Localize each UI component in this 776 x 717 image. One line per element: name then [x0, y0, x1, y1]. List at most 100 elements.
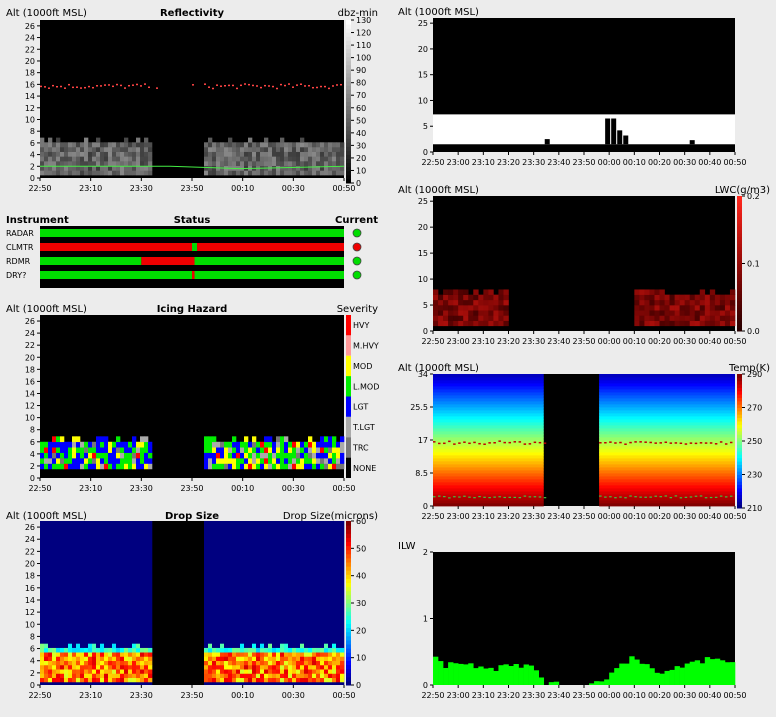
icing-xtick-label: 00:50	[332, 484, 355, 493]
dropsize-cell	[244, 647, 249, 653]
dropsize-cell	[292, 673, 297, 679]
cloudmask-spike	[617, 130, 623, 145]
dropsize-cbar-cell	[346, 582, 351, 588]
reflectivity-cbar-cell	[346, 32, 351, 37]
lwc-cell	[433, 294, 439, 301]
dropsize-cell	[232, 664, 237, 670]
lwc-cell	[493, 305, 499, 311]
dropsize-ytick-label: 14	[25, 596, 35, 605]
lwc-cbar-cell	[737, 253, 742, 258]
temp-cell	[433, 404, 544, 408]
dropsize-background-cell	[264, 521, 269, 685]
reflectivity-cell	[76, 161, 81, 167]
icing-cell	[300, 463, 305, 470]
lwc-xtick-label: 00:00	[598, 337, 621, 346]
dropsize-xaxis: 22:50 23:10 23:30 23:50 00:10 00:30 00:50	[28, 685, 356, 700]
dropsize-background-cell	[56, 521, 61, 685]
lwc-cell	[729, 294, 736, 301]
reflectivity-cell	[228, 137, 233, 143]
lwc-cbar-cell	[737, 239, 742, 244]
icing-ytick-label: 22	[25, 341, 35, 350]
lwc-cbar-cell	[737, 209, 742, 214]
reflectivity-cell	[292, 156, 297, 162]
reflectivity-cell	[288, 165, 293, 171]
ilw-bar	[644, 664, 650, 685]
dropsize-cell	[148, 652, 153, 657]
dropsize-cell	[336, 652, 341, 657]
icing-cell	[100, 458, 105, 464]
lwc-cell	[719, 310, 726, 316]
temp-cbar-cell	[737, 477, 742, 482]
lwc-cell	[453, 305, 459, 311]
reflectivity-cell	[148, 165, 153, 171]
dropsize-background-cell	[248, 521, 253, 685]
dropsize-cell	[276, 652, 281, 657]
lwc-cbar-cell	[737, 277, 742, 281]
icing-cell	[88, 463, 93, 470]
lwc-cell	[433, 315, 439, 321]
dropsize-cell	[336, 660, 341, 666]
reflectivity-cell	[316, 142, 321, 148]
lwc-cell	[463, 305, 469, 311]
dropsize-cell	[84, 656, 89, 662]
icing-cell	[144, 458, 149, 464]
dropsize-cell	[232, 652, 237, 657]
temp-cell	[599, 470, 735, 474]
lwc-cbar-cell	[737, 243, 742, 248]
dropsize-cell	[88, 677, 93, 683]
dropsize-background-cell	[84, 521, 89, 685]
lwc-cbar-cell	[737, 273, 742, 278]
dropsize-cell	[52, 669, 57, 674]
lwc-cell	[729, 320, 736, 327]
icing-cell	[128, 447, 133, 453]
icing-cell	[244, 463, 249, 470]
dropsize-background-cell	[120, 521, 125, 685]
dropsize-cell	[208, 656, 213, 662]
lwc-cell	[669, 320, 675, 327]
lwc-cbar-cell	[737, 287, 742, 291]
temp-melting-point	[538, 441, 542, 444]
reflectivity-cell	[276, 156, 281, 162]
reflectivity-cell	[60, 156, 65, 162]
reflectivity-cell	[52, 161, 57, 167]
status-row-name: CLMTR	[6, 243, 34, 252]
dropsize-cell	[68, 660, 73, 666]
icing-cell	[284, 452, 289, 459]
reflectivity-cell	[100, 151, 105, 157]
icing-cell	[60, 463, 65, 470]
dropsize-cell	[100, 677, 105, 683]
reflectivity-xtick-label: 00:30	[282, 184, 305, 193]
icing-cell	[116, 436, 121, 443]
dropsize-cell	[116, 664, 121, 670]
reflectivity-melting-point	[308, 84, 310, 87]
icing-cell	[144, 452, 149, 459]
ilw-bar	[654, 672, 660, 685]
icing-cell	[296, 458, 301, 464]
dropsize-cell	[116, 656, 121, 662]
reflectivity-cell	[252, 161, 257, 167]
dropsize-cbar-cell	[346, 521, 351, 526]
dropsize-cell	[308, 673, 313, 679]
dropsize-cell	[232, 677, 237, 683]
temp-melting-point	[473, 441, 476, 444]
dropsize-cell	[88, 669, 93, 674]
icing-cell	[340, 447, 345, 453]
temp-cloud-base-point	[719, 495, 723, 497]
lwc-cell	[714, 320, 721, 327]
dropsize-cell	[220, 669, 225, 674]
dropsize-cell	[80, 669, 85, 674]
cloudmask-xtick-label: 00:30	[673, 158, 696, 167]
reflectivity-cell	[56, 161, 61, 167]
reflectivity-cell	[280, 151, 285, 157]
reflectivity-cell	[232, 170, 237, 176]
temp-cbar-cell	[737, 390, 742, 395]
ilw-ytick-label: 2	[423, 548, 428, 557]
icing-cell	[136, 441, 141, 448]
ilw-bar	[518, 667, 524, 685]
dropsize-cell	[92, 660, 97, 666]
icing-cell	[268, 458, 273, 464]
temp-cell	[433, 503, 544, 507]
lwc-cell	[694, 294, 701, 301]
